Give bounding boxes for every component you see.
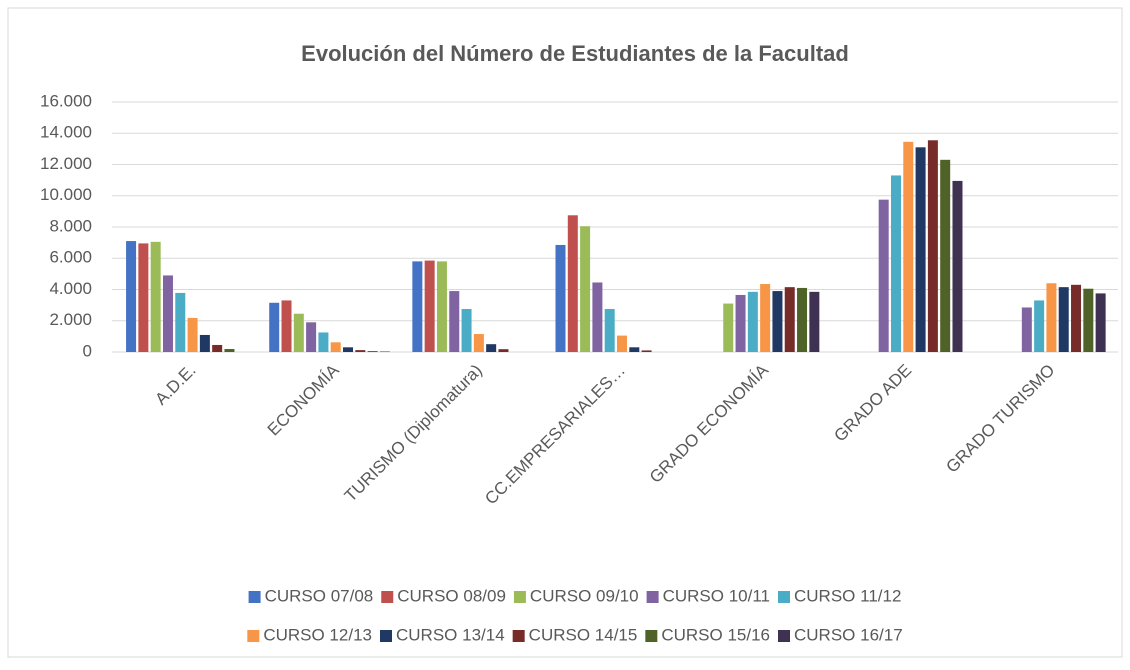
bar bbox=[282, 300, 292, 352]
bar bbox=[437, 261, 447, 352]
bar bbox=[138, 243, 148, 352]
bar bbox=[940, 160, 950, 352]
bar bbox=[151, 242, 161, 352]
bar bbox=[903, 142, 913, 352]
bar bbox=[879, 200, 889, 352]
bar bbox=[318, 332, 328, 352]
bar bbox=[891, 175, 901, 352]
legend-swatch bbox=[778, 591, 790, 603]
y-tick-label: 16.000 bbox=[40, 91, 92, 110]
bar bbox=[605, 309, 615, 352]
bar bbox=[1071, 285, 1081, 352]
legend-swatch bbox=[249, 591, 261, 603]
legend-label: CURSO 11/12 bbox=[794, 586, 901, 605]
legend-swatch bbox=[645, 630, 657, 642]
y-tick-label: 8.000 bbox=[49, 216, 92, 235]
bar bbox=[486, 344, 496, 352]
bar bbox=[1083, 289, 1093, 352]
bar bbox=[556, 245, 566, 352]
bar bbox=[642, 350, 652, 352]
bar bbox=[568, 215, 578, 352]
bar bbox=[449, 291, 459, 352]
bar bbox=[1059, 287, 1069, 352]
legend-swatch bbox=[778, 630, 790, 642]
legend-row: CURSO 12/13 CURSO 13/14 CURSO 14/15 CURSO 1… bbox=[247, 625, 902, 644]
bar bbox=[462, 309, 472, 352]
bar bbox=[269, 303, 279, 352]
bar bbox=[212, 345, 222, 352]
y-tick-label: 2.000 bbox=[49, 310, 92, 329]
bar bbox=[368, 351, 378, 352]
legend-row: CURSO 07/08 CURSO 08/09 CURSO 09/10 CURSO 1… bbox=[249, 586, 902, 605]
bar bbox=[916, 147, 926, 352]
bar bbox=[1096, 293, 1106, 352]
bar bbox=[809, 292, 819, 352]
bar bbox=[580, 226, 590, 352]
bar bbox=[797, 288, 807, 352]
bar bbox=[1034, 300, 1044, 352]
y-tick-label: 14.000 bbox=[40, 123, 92, 142]
bar bbox=[294, 314, 304, 352]
bar bbox=[412, 261, 422, 352]
bar bbox=[617, 336, 627, 352]
bar bbox=[1046, 283, 1056, 352]
bar bbox=[343, 347, 353, 352]
bar bbox=[355, 350, 365, 352]
legend-label: CURSO 16/17 bbox=[794, 625, 903, 644]
legend-label: CURSO 15/16 bbox=[661, 625, 770, 644]
bar bbox=[175, 293, 185, 352]
legend-label: CURSO 09/10 bbox=[530, 586, 639, 605]
bar bbox=[723, 304, 733, 352]
chart-title: Evolución del Número de Estudiantes de l… bbox=[301, 41, 849, 66]
bar bbox=[928, 140, 938, 352]
bar bbox=[772, 291, 782, 352]
bar bbox=[188, 318, 198, 352]
bar bbox=[126, 241, 136, 352]
y-tick-label: 12.000 bbox=[40, 154, 92, 173]
bar bbox=[736, 295, 746, 352]
y-tick-label: 0 bbox=[83, 341, 92, 360]
bar bbox=[224, 349, 234, 352]
y-tick-label: 10.000 bbox=[40, 185, 92, 204]
bar bbox=[629, 347, 639, 352]
legend-swatch bbox=[514, 591, 526, 603]
bar bbox=[760, 284, 770, 352]
bar bbox=[498, 349, 508, 352]
legend-swatch bbox=[647, 591, 659, 603]
legend-swatch bbox=[381, 591, 393, 603]
bar bbox=[748, 292, 758, 352]
legend-label: CURSO 08/09 bbox=[397, 586, 506, 605]
legend-label: CURSO 13/14 bbox=[396, 625, 505, 644]
legend-label: CURSO 12/13 bbox=[263, 625, 372, 644]
bar bbox=[306, 322, 316, 352]
y-tick-label: 4.000 bbox=[49, 279, 92, 298]
legend-label: CURSO 07/08 bbox=[265, 586, 374, 605]
bar bbox=[425, 261, 435, 352]
bar bbox=[1022, 307, 1032, 352]
legend-swatch bbox=[380, 630, 392, 642]
legend-swatch bbox=[247, 630, 259, 642]
legend-label: CURSO 10/11 bbox=[663, 586, 770, 605]
legend-swatch bbox=[513, 630, 525, 642]
bar bbox=[474, 334, 484, 352]
legend-label: CURSO 14/15 bbox=[529, 625, 638, 644]
y-tick-label: 6.000 bbox=[49, 248, 92, 267]
bar bbox=[592, 282, 602, 352]
bar bbox=[785, 287, 795, 352]
bar bbox=[200, 335, 210, 352]
bar bbox=[952, 181, 962, 352]
bar bbox=[331, 342, 341, 352]
bar bbox=[163, 275, 173, 352]
